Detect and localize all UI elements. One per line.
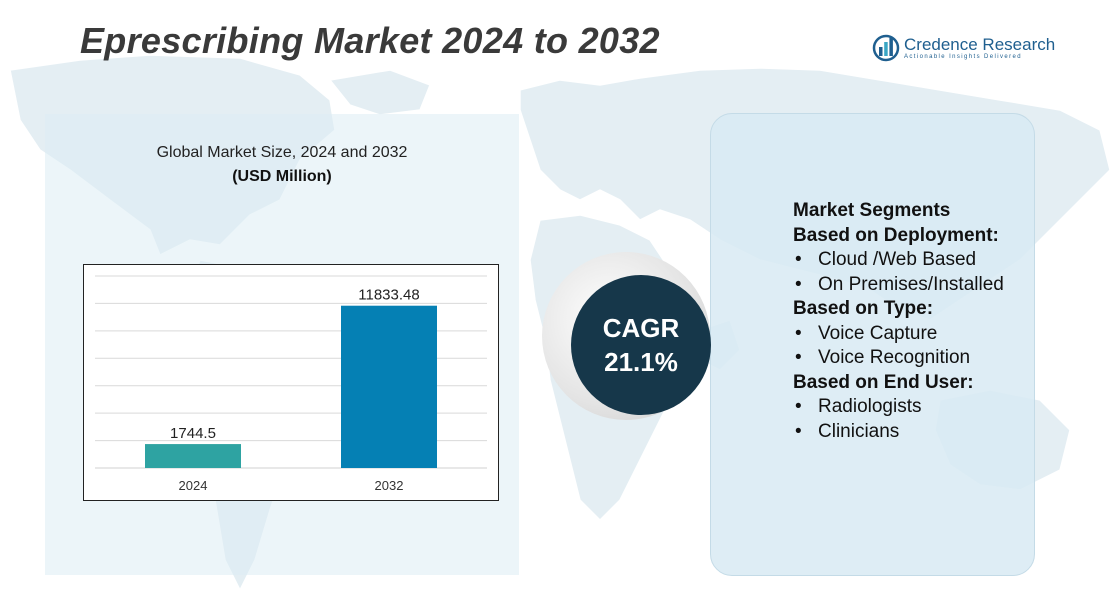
data-label-2024: 1744.5 [170, 425, 216, 442]
segment-item: Clinicians [793, 420, 1033, 445]
segment-item: Cloud /Web Based [793, 248, 1033, 273]
page-title: Eprescribing Market 2024 to 2032 [80, 20, 660, 61]
segment-group-title: Based on Type: [793, 298, 934, 319]
cagr-label: CAGR [602, 313, 680, 343]
logo-tagline: Actionable Insights Delivered [904, 54, 1022, 60]
segment-group-title: Based on Deployment: [793, 224, 999, 246]
segments-list: Market Segments Based on Deployment: Clo… [793, 199, 1033, 444]
chart-title: Global Market Size, 2024 and 2032 [156, 144, 408, 161]
segment-item: On Premises/Installed [793, 273, 1033, 298]
x-tick-label-2024: 2024 [179, 478, 208, 493]
bar-chart: 1744.5 2024 11833.48 2032 [83, 264, 499, 501]
data-label-2032: 11833.48 [358, 287, 419, 304]
bar-2032 [341, 305, 437, 468]
bar-chart-globe-icon [872, 34, 900, 62]
cagr-value: 21.1% [604, 347, 678, 377]
chart-panel: Global Market Size, 2024 and 2032 (USD M… [45, 114, 519, 575]
logo-name: Credence Research [904, 35, 1056, 54]
segment-item: Voice Recognition [793, 346, 1033, 371]
credence-research-logo: Credence Research Actionable Insights De… [872, 33, 1062, 65]
segments-panel: Market Segments Based on Deployment: Clo… [710, 113, 1035, 576]
segments-heading: Market Segments [793, 200, 951, 221]
cagr-badge: CAGR 21.1% [571, 275, 711, 415]
bar-2024 [145, 444, 241, 468]
segment-group-title: Based on End User: [793, 371, 974, 393]
chart-subtitle: (USD Million) [232, 168, 332, 185]
segment-item: Voice Capture [793, 322, 1033, 347]
bars-group: 1744.5 2024 11833.48 2032 [145, 287, 437, 493]
x-tick-label-2032: 2032 [375, 478, 404, 493]
segment-item: Radiologists [793, 395, 1033, 420]
